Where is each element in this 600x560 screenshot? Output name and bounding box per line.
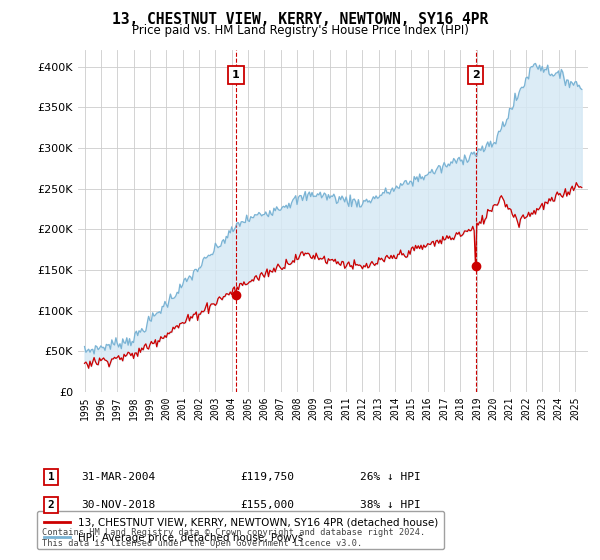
Text: £119,750: £119,750: [240, 472, 294, 482]
Text: 2: 2: [472, 70, 479, 80]
Text: Contains HM Land Registry data © Crown copyright and database right 2024.
This d: Contains HM Land Registry data © Crown c…: [42, 528, 425, 548]
Text: 38% ↓ HPI: 38% ↓ HPI: [360, 500, 421, 510]
Text: £155,000: £155,000: [240, 500, 294, 510]
Text: 30-NOV-2018: 30-NOV-2018: [81, 500, 155, 510]
Text: 1: 1: [232, 70, 239, 80]
Text: Price paid vs. HM Land Registry's House Price Index (HPI): Price paid vs. HM Land Registry's House …: [131, 24, 469, 37]
Legend: 13, CHESTNUT VIEW, KERRY, NEWTOWN, SY16 4PR (detached house), HPI: Average price: 13, CHESTNUT VIEW, KERRY, NEWTOWN, SY16 …: [37, 511, 445, 549]
Text: 26% ↓ HPI: 26% ↓ HPI: [360, 472, 421, 482]
Text: 31-MAR-2004: 31-MAR-2004: [81, 472, 155, 482]
Text: 2: 2: [47, 500, 55, 510]
Text: 1: 1: [47, 472, 55, 482]
Text: 13, CHESTNUT VIEW, KERRY, NEWTOWN, SY16 4PR: 13, CHESTNUT VIEW, KERRY, NEWTOWN, SY16 …: [112, 12, 488, 27]
